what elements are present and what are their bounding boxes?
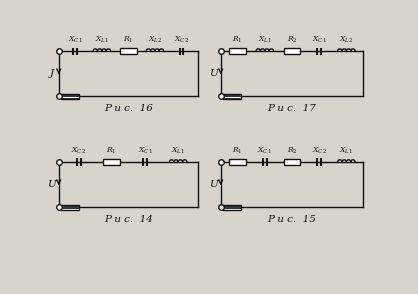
Text: J: J [50,69,54,78]
Text: $X_{L2}$: $X_{L2}$ [148,35,162,45]
Bar [61,205,79,210]
Text: $R_1$: $R_1$ [232,35,243,45]
Text: $X_{C1}$: $X_{C1}$ [257,146,272,156]
Text: Р и с.  15: Р и с. 15 [268,215,316,224]
Bar [103,159,120,165]
Text: $X_{L2}$: $X_{L2}$ [339,35,354,45]
Text: $R_2$: $R_2$ [287,146,297,156]
Text: Р и с.  17: Р и с. 17 [268,104,316,113]
Text: $X_{C1}$: $X_{C1}$ [138,146,153,156]
Bar [223,94,241,99]
Text: U: U [209,69,218,78]
Text: $X_{C2}$: $X_{C2}$ [71,146,86,156]
Text: $X_{L1}$: $X_{L1}$ [339,146,354,156]
Text: $R_2$: $R_2$ [287,35,297,45]
Text: U: U [209,180,218,189]
Text: Р и с.  14: Р и с. 14 [104,215,153,224]
Text: $R_1$: $R_1$ [107,146,117,156]
Text: $R_1$: $R_1$ [123,35,134,45]
Bar [223,205,241,210]
Text: $X_{L1}$: $X_{L1}$ [171,146,185,156]
Bar [229,159,246,165]
Bar [61,94,79,99]
Text: $X_{C1}$: $X_{C1}$ [312,35,326,45]
Text: $R_1$: $R_1$ [232,146,243,156]
Text: $X_{L1}$: $X_{L1}$ [95,35,109,45]
Text: U: U [47,180,56,189]
Text: Р и с.  16: Р и с. 16 [104,104,153,113]
Bar [229,48,246,54]
Bar [283,48,301,54]
Bar [283,159,301,165]
Text: $X_{C1}$: $X_{C1}$ [68,35,83,45]
Text: $X_{C2}$: $X_{C2}$ [312,146,326,156]
Bar [120,48,137,54]
Text: $X_{L1}$: $X_{L1}$ [257,35,272,45]
Text: $X_{C2}$: $X_{C2}$ [174,35,189,45]
